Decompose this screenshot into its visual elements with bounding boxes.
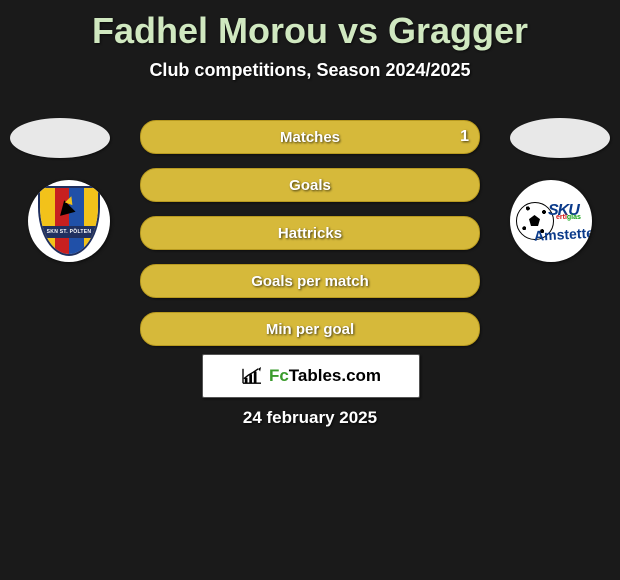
stat-label: Goals <box>289 177 331 194</box>
page-title: Fadhel Morou vs Gragger <box>0 0 620 52</box>
stat-row: Hattricks <box>140 216 480 250</box>
date-label: 24 february 2025 <box>0 408 620 428</box>
stat-row: Goals <box>140 168 480 202</box>
comparison-card: Fadhel Morou vs Gragger Club competition… <box>0 0 620 580</box>
stat-right-value: 1 <box>460 128 469 146</box>
stat-label: Matches <box>280 129 340 146</box>
stat-row: Matches 1 <box>140 120 480 154</box>
stat-label: Hattricks <box>278 225 342 242</box>
club-right-sponsor: ertlglas <box>556 214 581 221</box>
player-left-avatar <box>10 118 110 158</box>
bar-chart-icon <box>241 367 263 385</box>
club-left-name: SKN ST. PÖLTEN <box>40 226 98 238</box>
stats-list: Matches 1 Goals Hattricks Goals per matc… <box>140 120 480 360</box>
club-left-shield: SKN ST. PÖLTEN <box>38 186 100 256</box>
stat-label: Min per goal <box>266 321 354 338</box>
club-right-town: Amstetten <box>534 224 592 244</box>
fctables-watermark: FcTables.com <box>202 354 420 398</box>
club-left-badge: SKN ST. PÖLTEN <box>28 180 110 262</box>
stat-row: Min per goal <box>140 312 480 346</box>
player-right-avatar <box>510 118 610 158</box>
stat-label: Goals per match <box>251 273 369 290</box>
club-right-badge: SKU ertlglas Amstetten <box>510 180 592 262</box>
page-subtitle: Club competitions, Season 2024/2025 <box>0 60 620 81</box>
stat-row: Goals per match <box>140 264 480 298</box>
wolf-icon <box>50 196 86 220</box>
fctables-text: FcTables.com <box>269 366 381 386</box>
